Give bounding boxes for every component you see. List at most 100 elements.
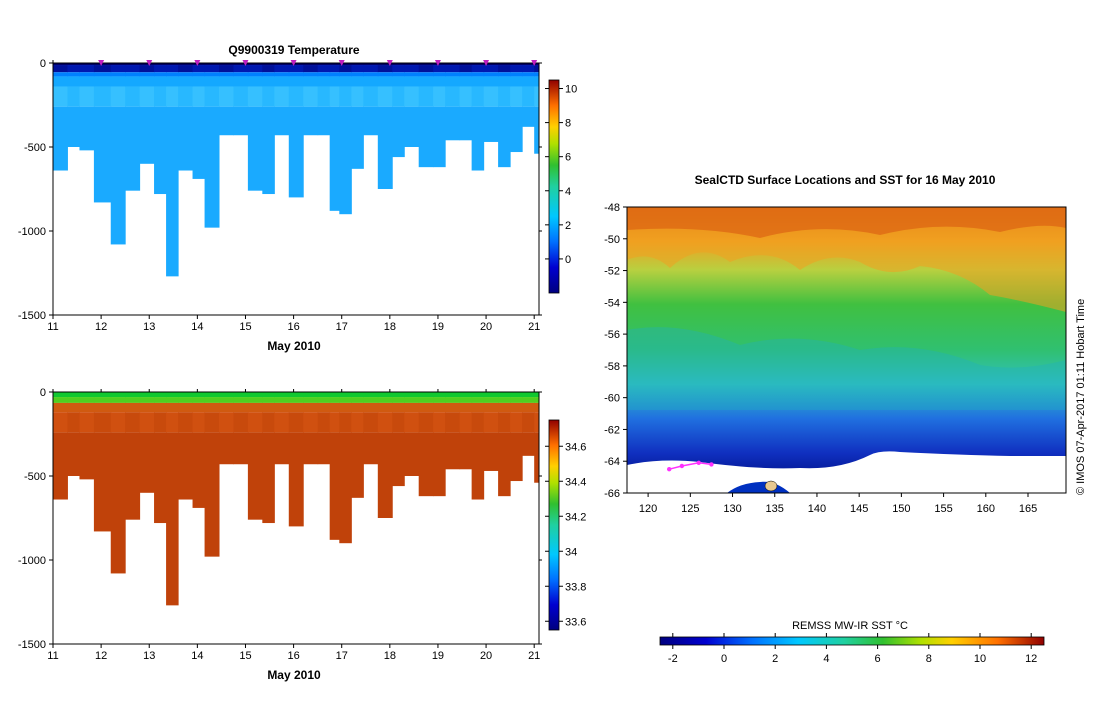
profile-cell [433,397,446,403]
x-tick-label: 20 [480,321,492,333]
y-tick-label: -1000 [18,226,46,238]
profile-cell [79,402,95,413]
profile-cell [445,65,461,73]
profile-cell [498,392,511,398]
y-tick-label: -1500 [18,310,46,322]
profile-cell [363,86,379,107]
profile-cell [154,432,167,524]
cool-water-band [627,327,1066,410]
profile-cell [433,402,446,413]
colorbar-tick-label: 4 [565,186,571,198]
profile-cell [433,432,446,497]
profile-cell [67,63,80,66]
profile-cell [377,63,393,66]
profile-cell [247,106,263,191]
profile-cell [192,397,206,403]
profile-cell [154,65,167,73]
surface-marker [194,60,201,66]
profile-cell [178,86,194,107]
profile-cell [351,432,364,498]
profile-cell [166,402,179,413]
map-x-tick-label: 165 [1019,503,1037,515]
profile-cell [445,86,461,107]
profile-cell [351,412,364,433]
profile-cell [317,76,331,87]
sst-map-title: SealCTD Surface Locations and SST for 16… [695,173,996,187]
sst-colorbar-tick-label: 2 [772,653,778,665]
profile-cell [404,432,420,476]
profile-cell [392,432,405,487]
profile-cell [329,432,340,540]
profile-cell [110,65,126,73]
profile-cell [139,432,155,493]
profile-cell [67,432,80,476]
profile-cell [233,72,249,77]
profile-cell [317,412,331,433]
profile-cell [204,412,220,433]
profile-cell [317,63,331,66]
profile-cell [303,65,319,73]
profile-cell [110,412,126,433]
profile-cell [262,65,275,73]
profile-cell [433,65,446,73]
profile-cell [445,402,461,413]
profile-cell [392,392,405,398]
profile-cell [329,392,340,398]
profile-cell [219,72,234,77]
profile-cell [303,86,319,107]
profile-cell [317,392,331,398]
map-y-tick-label: -62 [604,424,620,436]
profile-cell [274,397,290,403]
imos-credit: © IMOS 07-Apr-2017 01:11 Hobart Time [1075,299,1087,495]
profile-cell [178,432,194,500]
profile-cell [459,392,473,398]
profile-cell [522,432,535,456]
profile-cell [219,412,234,433]
profile-cell [339,63,352,66]
x-tick-label: 14 [191,321,203,333]
profile-cell [79,432,95,480]
profile-cell [303,76,319,87]
antarctic-ice-mask [627,451,1066,493]
colorbar-tick-label: 10 [565,84,577,96]
profile-cell [166,397,179,403]
profile-cell [471,63,485,66]
profile-cell [303,402,319,413]
profile-cell [418,432,434,497]
track-line [669,462,712,470]
profile-cell [510,72,523,77]
surface-marker [98,60,105,66]
profile-cell [433,72,446,77]
temperature-x-label: May 2010 [267,339,321,353]
profile-cell [93,106,112,203]
profile-cell [79,76,95,87]
map-x-tick-label: 155 [934,503,952,515]
profile-cell [329,402,340,413]
temperature-colorbar [548,79,560,294]
profile-cell [351,397,364,403]
x-tick-label: 16 [287,321,299,333]
profile-cell [392,63,405,66]
y-tick-label: -1500 [18,639,46,651]
map-x-tick-label: 140 [808,503,826,515]
colorbar-tick-label: 2 [565,220,571,232]
profile-cell [233,412,249,433]
profile-cell [139,106,155,164]
sst-colorbar-tick-label: 8 [926,653,932,665]
profile-cell [192,412,206,433]
profile-cell [288,86,304,107]
profile-cell [233,397,249,403]
profile-cell [262,397,275,403]
profile-cell [93,412,112,433]
profile-cell [154,412,167,433]
x-tick-label: 11 [47,650,58,662]
profile-cell [392,397,405,403]
profile-cell [329,412,340,433]
profile-cell [204,86,220,107]
map-x-tick-label: 135 [766,503,784,515]
map-x-tick-label: 160 [977,503,995,515]
profile-cell [459,397,473,403]
y-tick-label: -1000 [18,555,46,567]
profile-cell [418,76,434,87]
